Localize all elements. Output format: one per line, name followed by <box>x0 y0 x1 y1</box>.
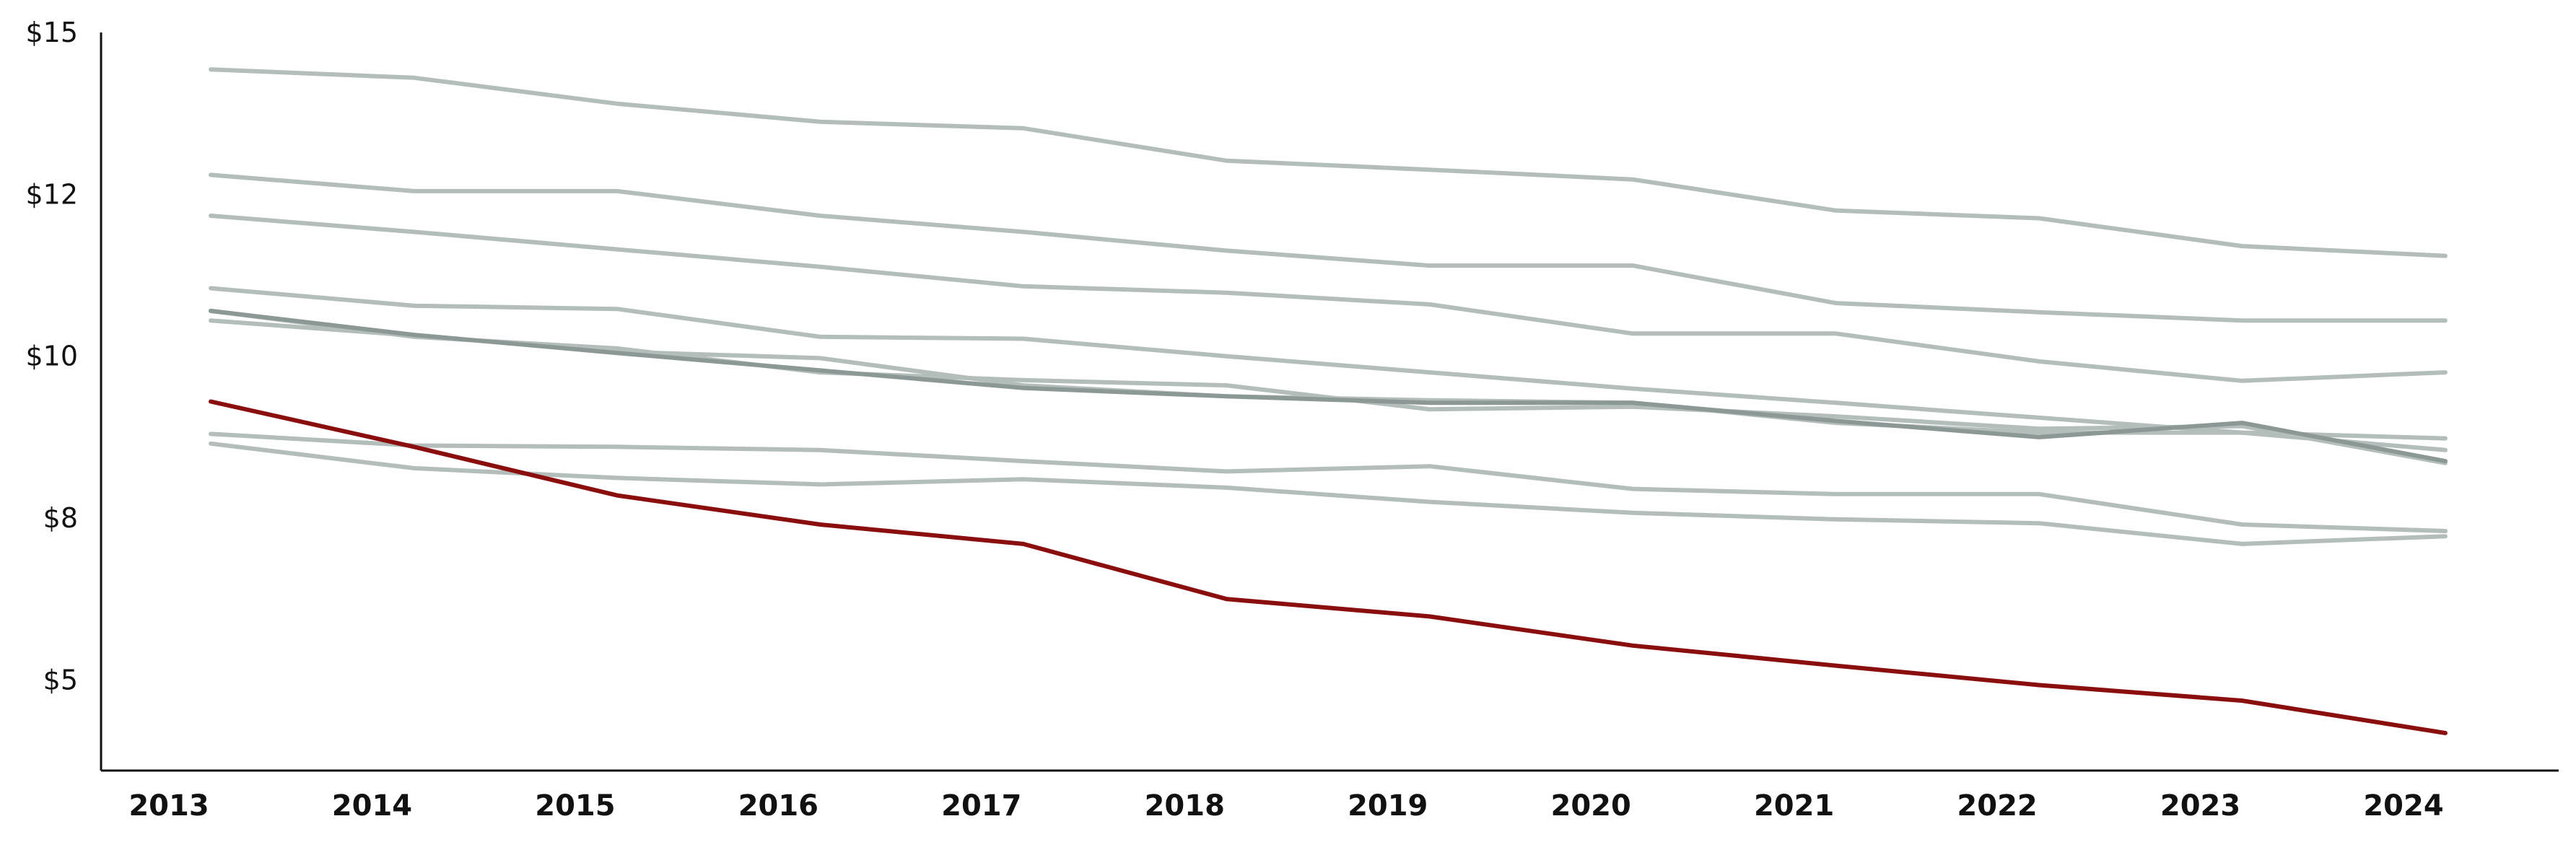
series-8-line <box>209 431 2448 533</box>
y-tick-label: $10 <box>25 341 78 372</box>
y-tick-label: $8 <box>43 502 78 534</box>
x-tick-label: 2019 <box>1348 789 1428 823</box>
x-tick-label: 2023 <box>2160 789 2240 823</box>
x-tick-label: 2017 <box>941 789 1021 823</box>
x-tick-label: 2018 <box>1145 789 1225 823</box>
x-tick-label: 2020 <box>1551 789 1631 823</box>
x-tick-label: 2022 <box>1957 789 2037 823</box>
series-9-line <box>209 441 2448 546</box>
series-2-line <box>209 172 2448 323</box>
series-4-line <box>209 286 2448 441</box>
x-tick-label: 2016 <box>738 789 818 823</box>
series-highlight-line <box>209 399 2448 735</box>
y-tick-label: $15 <box>25 17 78 48</box>
y-tick-labels: $5 $8 $10 $12 $15 <box>25 17 78 696</box>
x-tick-label: 2021 <box>1754 789 1834 823</box>
series-1-line <box>209 67 2448 258</box>
x-tick-label: 2024 <box>2363 789 2443 823</box>
y-tick-label: $12 <box>25 178 78 210</box>
series-layer <box>209 67 2448 735</box>
axes-layer <box>100 32 2559 772</box>
x-tick-label: 2013 <box>128 789 209 823</box>
x-tick-labels: 2013 2014 2015 2016 2017 2018 2019 2020 2021 2022… <box>128 789 2443 823</box>
y-tick-label: $5 <box>43 664 78 696</box>
x-tick-label: 2014 <box>332 789 412 823</box>
series-7-line <box>209 308 2448 464</box>
series-6-line <box>209 308 2448 465</box>
series-3-line <box>209 214 2448 383</box>
x-tick-label: 2015 <box>535 789 615 823</box>
